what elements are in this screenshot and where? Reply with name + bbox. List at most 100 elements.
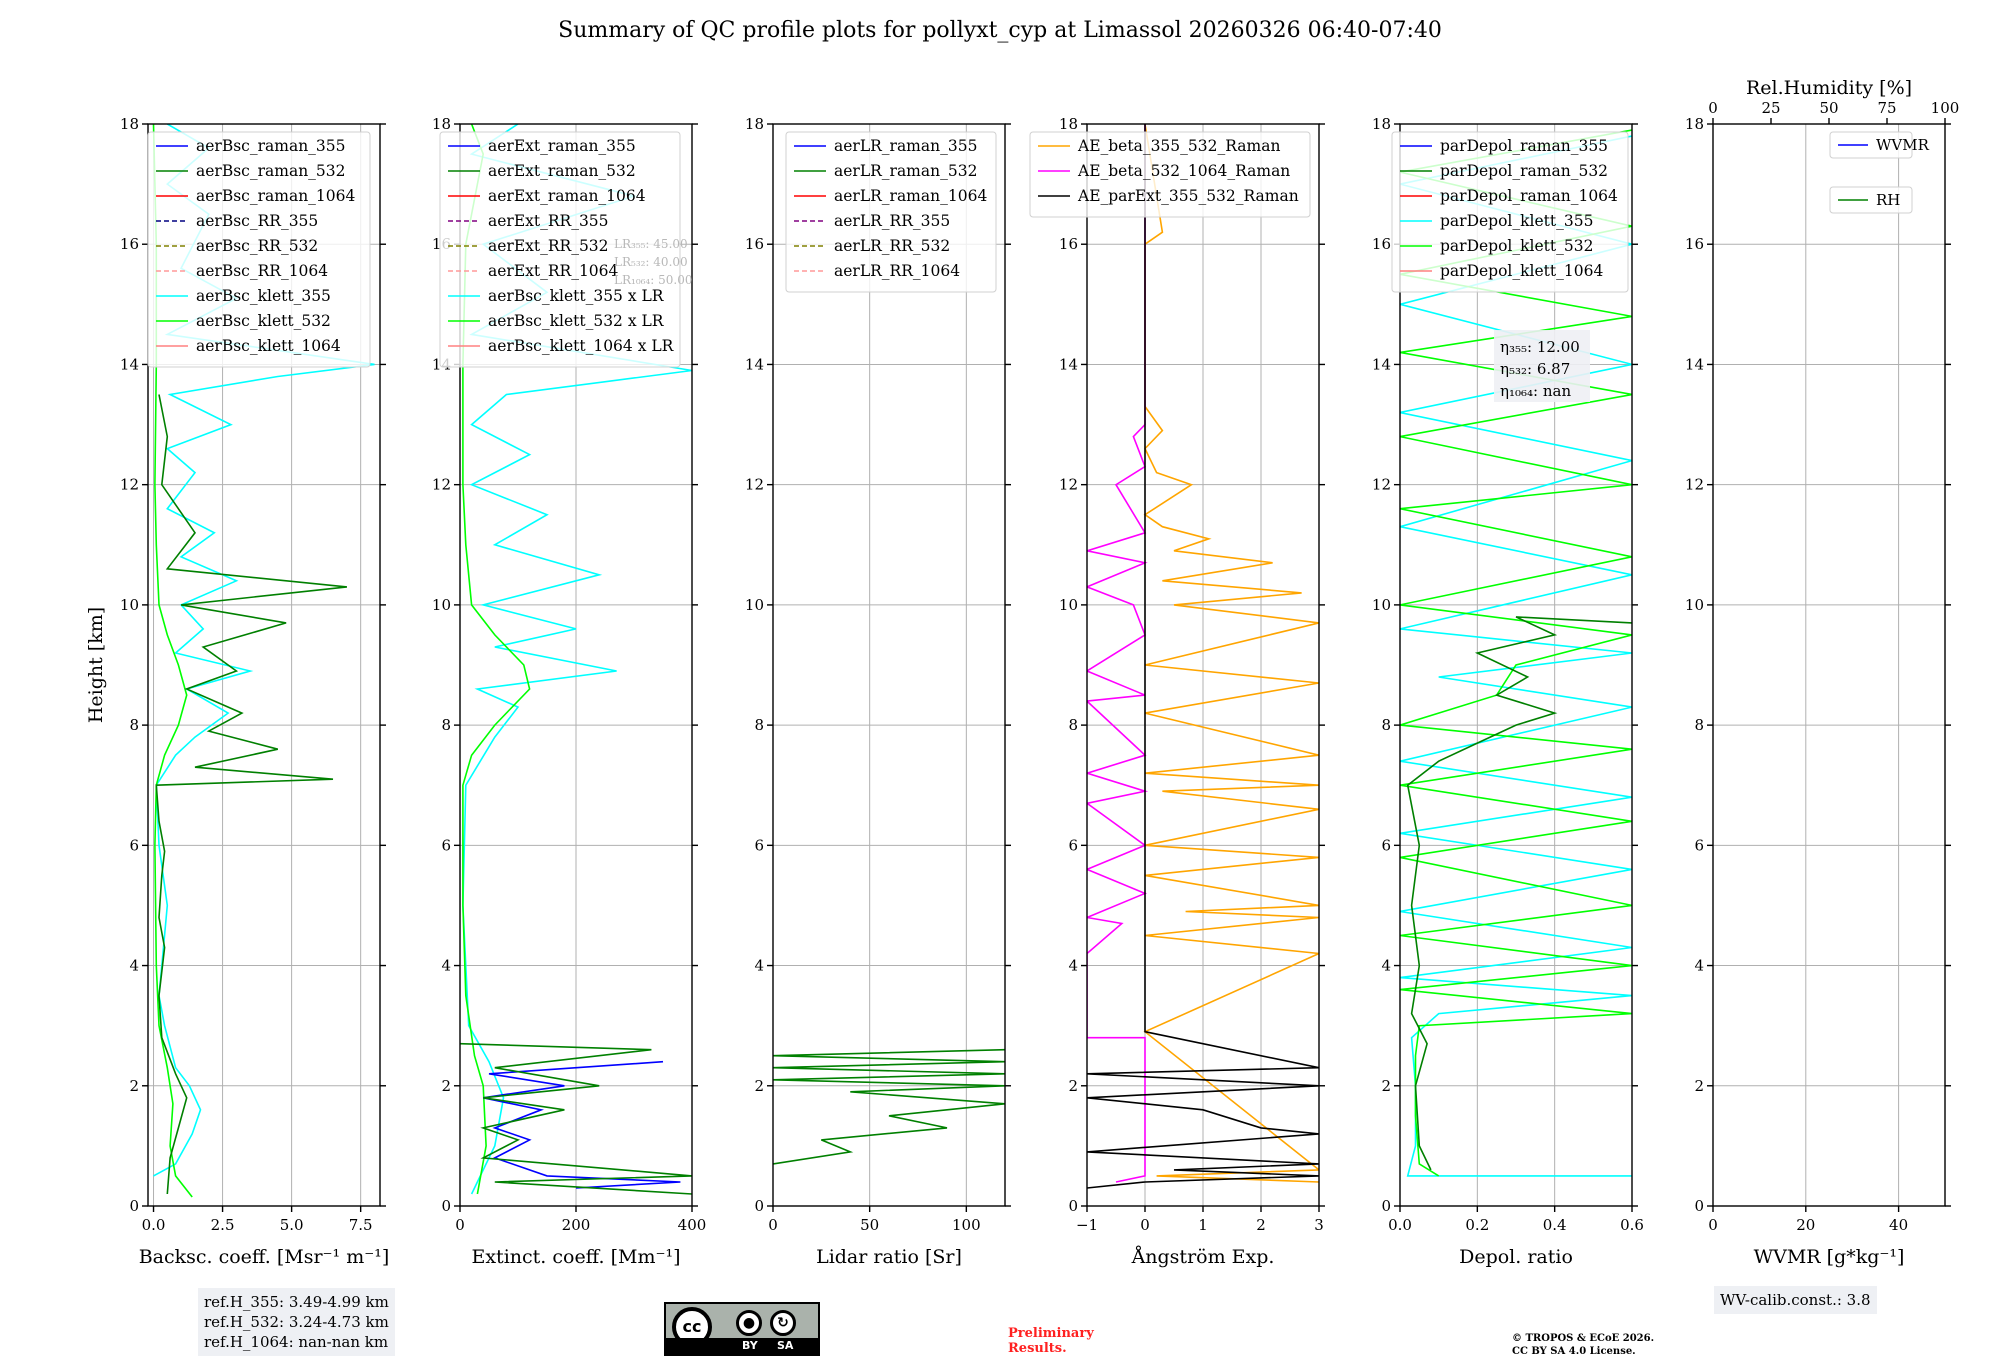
lr-annotation: LR₁₀₆₄: 50.00 xyxy=(614,273,692,287)
series-AE_beta_355_532_Raman xyxy=(1143,124,1319,1183)
y-tick-label: 12 xyxy=(432,476,451,494)
grid-wv xyxy=(1712,123,1945,1207)
legend-bsc: aerBsc_raman_355 aerBsc_raman_532 aerBsc_r… xyxy=(147,131,371,368)
legend-entry-aerLR_RR_355: aerLR_RR_355 xyxy=(834,212,950,230)
x-tick-label: 0.0 xyxy=(1388,1216,1412,1234)
axes-frame-wv xyxy=(1712,123,1946,1207)
y-tick-label: 16 xyxy=(120,235,139,253)
x-axis-label-depol: Depol. ratio xyxy=(1459,1246,1573,1268)
legend-entry-AE_parExt_355_532_Raman: AE_parExt_355_532_Raman xyxy=(1077,187,1299,205)
legend-entry-parDepol_raman_355: parDepol_raman_355 xyxy=(1440,137,1608,155)
x-tick-label: 2 xyxy=(1256,1216,1266,1234)
y-tick-label: 18 xyxy=(1059,115,1078,133)
legend-entry-aerExt_raman_355: aerExt_raman_355 xyxy=(488,137,636,155)
axes-frame-lr xyxy=(772,123,1006,1207)
lr-annotation: LR₃₅₅: 45.00 xyxy=(614,237,688,251)
ref-height-1064: ref.H_1064: nan-nan km xyxy=(204,1333,389,1351)
x-tick-label: 0.2 xyxy=(1465,1216,1489,1234)
y-tick-label: 18 xyxy=(1685,115,1704,133)
y-tick-label: 4 xyxy=(1381,957,1391,975)
y-tick-label: 8 xyxy=(754,716,764,734)
y-tick-label: 2 xyxy=(1381,1077,1391,1095)
top-x-tick-label: 100 xyxy=(1931,99,1960,117)
y-tick-label: 12 xyxy=(745,476,764,494)
y-tick-label: 10 xyxy=(1372,596,1391,614)
preliminary-line-1: Preliminary xyxy=(1008,1326,1094,1341)
eta-box xyxy=(1494,330,1590,402)
x-tick-label: 0.6 xyxy=(1620,1216,1644,1234)
cc-by-label: BY xyxy=(742,1339,758,1352)
y-tick-label: 10 xyxy=(745,596,764,614)
y-tick-label: 0 xyxy=(1068,1197,1078,1215)
y-tick-label: 18 xyxy=(745,115,764,133)
eta-annotation: η₅₃₂: 6.87 xyxy=(1500,360,1570,378)
top-x-tick-label: 50 xyxy=(1819,99,1838,117)
legend-box xyxy=(785,131,997,293)
legend-entry-aerBsc_RR_355: aerBsc_RR_355 xyxy=(196,212,318,230)
ref-height-532: ref.H_532: 3.24-4.73 km xyxy=(204,1313,389,1331)
y-tick-label: 10 xyxy=(120,596,139,614)
y-tick-label: 14 xyxy=(120,355,139,373)
y-tick-label: 16 xyxy=(1059,235,1078,253)
y-tick-label: 0 xyxy=(1694,1197,1704,1215)
y-tick-label: 8 xyxy=(441,716,451,734)
x-tick-label: 0 xyxy=(455,1216,465,1234)
y-tick-label: 18 xyxy=(1372,115,1391,133)
legend-entry-aerBsc_RR_532: aerBsc_RR_532 xyxy=(196,237,318,255)
x-tick-label: 1 xyxy=(1198,1216,1208,1234)
legend-entry-aerBsc_raman_532: aerBsc_raman_532 xyxy=(196,162,346,180)
y-tick-label: 10 xyxy=(1059,596,1078,614)
series-aerExt_raman_532 xyxy=(460,1042,692,1195)
copyright-note: © TROPOS & ECoE 2026. CC BY SA 4.0 Licen… xyxy=(1512,1332,1654,1358)
series-group-ae xyxy=(1087,124,1319,1189)
y-tick-label: 6 xyxy=(441,836,451,854)
x-tick-label: −1 xyxy=(1076,1216,1098,1234)
y-tick-label: 6 xyxy=(754,836,764,854)
x-tick-label: 0 xyxy=(768,1216,778,1234)
legend-depol: parDepol_raman_355 parDepol_raman_532 parD… xyxy=(1391,131,1629,293)
y-tick-label: 16 xyxy=(745,235,764,253)
cc-sa-label: SA xyxy=(777,1339,794,1352)
y-tick-label: 2 xyxy=(1694,1077,1704,1095)
y-tick-label: 12 xyxy=(1685,476,1704,494)
eta-annotation: η₃₅₅: 12.00 xyxy=(1500,338,1580,356)
legend-entry-aerExt_raman_532: aerExt_raman_532 xyxy=(488,162,636,180)
legend-entry-aerBsc_klett_1064: aerBsc_klett_1064 xyxy=(196,337,341,355)
y-tick-label: 6 xyxy=(1381,836,1391,854)
legend-entry-aerExt_RR_355: aerExt_RR_355 xyxy=(488,212,609,230)
y-tick-label: 2 xyxy=(754,1077,764,1095)
series-aerExt_raman_355 xyxy=(483,1060,681,1189)
x-tick-label: 400 xyxy=(678,1216,707,1234)
wv-calib-box: WV-calib.const.: 3.8 xyxy=(1714,1286,1877,1314)
y-tick-label: 4 xyxy=(441,957,451,975)
legend-entry-aerLR_raman_1064: aerLR_raman_1064 xyxy=(834,187,987,205)
legend-entry-aerBsc_klett_355: aerBsc_klett_355 xyxy=(196,287,331,305)
y-tick-label: 8 xyxy=(1694,716,1704,734)
axes-frame-depol xyxy=(1399,123,1633,1207)
legend-entry-aerLR_RR_1064: aerLR_RR_1064 xyxy=(834,262,960,280)
y-tick-label: 10 xyxy=(1685,596,1704,614)
legend-box xyxy=(1029,131,1311,218)
y-tick-label: 14 xyxy=(1059,355,1078,373)
y-tick-label: 0 xyxy=(441,1197,451,1215)
y-tick-label: 8 xyxy=(129,716,139,734)
y-tick-label: 6 xyxy=(129,836,139,854)
legend-entry-AE_beta_355_532_Raman: AE_beta_355_532_Raman xyxy=(1077,137,1280,155)
legend-lr: aerLR_raman_355 aerLR_raman_532 aerLR_rama… xyxy=(785,131,997,293)
person-icon: ● xyxy=(736,1310,762,1336)
series-aerLR_raman_532 xyxy=(773,1048,1005,1165)
legend-entry-aerExt_raman_1064: aerExt_raman_1064 xyxy=(488,187,646,205)
x-tick-label: 100 xyxy=(952,1216,981,1234)
series-group-lr xyxy=(773,1048,1005,1165)
legend-entry-aerBsc_RR_1064: aerBsc_RR_1064 xyxy=(196,262,328,280)
y-tick-label: 12 xyxy=(120,476,139,494)
x-axis-label-ext: Extinct. coeff. [Mm⁻¹] xyxy=(471,1246,680,1268)
y-tick-label: 18 xyxy=(432,115,451,133)
series-aerBsc_raman_532 xyxy=(155,394,347,1195)
y-tick-label: 0 xyxy=(129,1197,139,1215)
y-tick-label: 12 xyxy=(1059,476,1078,494)
legend-entry-aerLR_raman_355: aerLR_raman_355 xyxy=(834,137,977,155)
series-parDepol_klett_532 xyxy=(1400,129,1632,1177)
ref-height-box: ref.H_355: 3.49-4.99 km ref.H_532: 3.24-… xyxy=(198,1288,395,1356)
